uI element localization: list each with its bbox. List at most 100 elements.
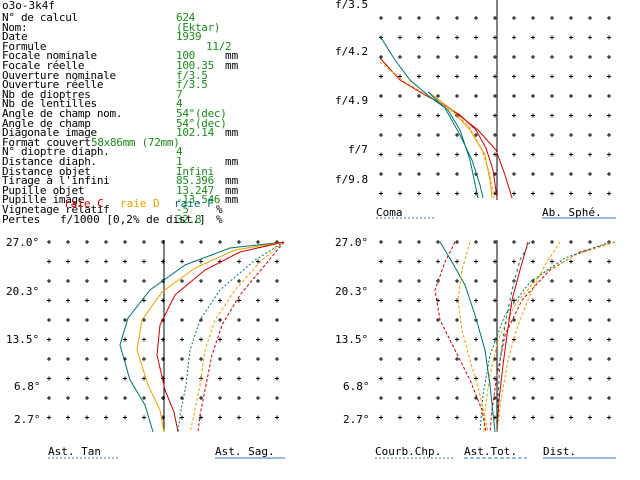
field-grid-mark	[569, 415, 573, 420]
coma-grid-mark	[588, 35, 592, 40]
field-grid-mark	[550, 279, 554, 283]
ast-grid-mark	[104, 298, 108, 303]
field-grid-mark	[436, 357, 440, 361]
coma-grid-mark	[512, 35, 516, 40]
field-grid-mark	[588, 337, 592, 342]
field-grid-mark	[588, 415, 592, 420]
spec-value: 54°(dec)	[176, 107, 227, 120]
field-grid-mark	[398, 259, 402, 264]
coma-grid-mark	[607, 16, 611, 20]
coma-grid-mark	[493, 35, 497, 40]
coma-grid-mark	[607, 191, 611, 196]
field-grid-mark	[379, 318, 383, 322]
spec-value: 102.14	[176, 126, 214, 140]
field-grid-mark	[607, 279, 611, 283]
spec-value: 32.8	[176, 212, 202, 226]
coma-grid-mark	[531, 113, 535, 118]
coma-grid-mark	[417, 152, 421, 157]
field-grid-mark	[417, 396, 421, 400]
coma-grid-mark	[398, 16, 402, 20]
ast-grid-mark	[199, 298, 203, 303]
field-grid-mark	[398, 376, 402, 381]
field-grid-mark	[436, 337, 440, 342]
spec-value: f/3.5	[176, 68, 208, 82]
dist-curve-f	[496, 241, 531, 433]
ast-grid-mark	[180, 259, 184, 264]
coma-tick-0: f/3.5	[335, 0, 369, 11]
field-grid-mark	[474, 415, 478, 420]
coma-tick-1: f/4.2	[335, 45, 369, 58]
ast-grid-mark	[142, 415, 146, 420]
field-grid-mark	[512, 318, 516, 322]
field-grid-mark	[398, 240, 402, 244]
coma-grid-mark	[512, 55, 516, 59]
spec-value: 1	[176, 155, 183, 168]
spec-value: 7	[176, 87, 183, 101]
field-grid-mark	[436, 415, 440, 420]
field-grid-mark	[588, 298, 592, 303]
field-tick-1: 20.3°	[335, 285, 369, 298]
coma-grid-mark	[455, 55, 459, 59]
coma-grid-mark	[550, 55, 554, 59]
legend-raie-d: raie D	[120, 197, 160, 210]
ast-grid-mark	[199, 240, 203, 244]
field-grid-mark	[493, 240, 497, 244]
ast-tan-caption: Ast. Tan	[48, 445, 101, 458]
spec-value: 624	[176, 11, 195, 24]
field-grid-mark	[512, 259, 516, 264]
field-tick-4: 2.7°	[343, 413, 370, 426]
spec-label: Ouverture réelle	[2, 78, 104, 92]
coma-grid-mark	[436, 35, 440, 40]
ast-grid-mark	[237, 376, 241, 381]
coma-grid-mark	[550, 35, 554, 40]
coma-grid-mark	[588, 55, 592, 59]
field-grid-mark	[531, 318, 535, 322]
totast-curve-f	[439, 241, 496, 433]
field-grid-mark	[531, 298, 535, 303]
coma-grid-mark	[569, 172, 573, 176]
coma-grid-mark	[455, 172, 459, 176]
field-grid-mark	[398, 396, 402, 400]
field-grid-mark	[493, 259, 497, 264]
sag-curve-f	[177, 241, 285, 433]
ast-grid-mark	[123, 240, 127, 244]
ast-grid-mark	[142, 259, 146, 264]
ast-grid-mark	[85, 376, 89, 381]
sph-curve-d	[427, 91, 493, 199]
coma-grid-mark	[531, 16, 535, 20]
ast-tick-0: 27.0°	[6, 236, 40, 249]
scale-note: f/1000 [0,2% de dist.]	[60, 213, 206, 226]
ast-grid-mark	[218, 376, 222, 381]
field-grid-mark	[455, 298, 459, 303]
spec-value: 4	[176, 97, 183, 111]
ast-grid-mark	[85, 240, 89, 244]
field-grid-mark	[436, 318, 440, 322]
ast-grid-mark	[66, 298, 70, 303]
ast-grid-mark	[256, 357, 260, 361]
ast-grid-mark	[237, 259, 241, 264]
ast-grid-mark	[85, 279, 89, 283]
spec-label: Nb de lentilles	[2, 97, 97, 111]
spec-value: 11/2	[206, 39, 232, 53]
coma-grid-mark	[455, 152, 459, 157]
coma-grid-mark	[550, 172, 554, 176]
coma-grid-mark	[588, 191, 592, 196]
coma-grid-mark	[379, 113, 383, 118]
coma-grid-mark	[417, 191, 421, 196]
ast-grid-mark	[66, 318, 70, 322]
spec-value: 1939	[176, 30, 202, 44]
coma-grid-mark	[398, 35, 402, 40]
field-grid-mark	[550, 259, 554, 264]
coma-grid-mark	[379, 152, 383, 157]
coma-grid-mark	[607, 74, 611, 79]
coma-grid-mark	[436, 152, 440, 157]
ast-grid-mark	[104, 240, 108, 244]
coma-grid-mark	[588, 152, 592, 157]
coma-grid-mark	[607, 152, 611, 157]
coma-grid-mark	[436, 113, 440, 118]
field-grid-mark	[569, 337, 573, 342]
ast-grid-mark	[256, 396, 260, 400]
ast-grid-mark	[256, 259, 260, 264]
coma-grid-mark	[550, 94, 554, 98]
